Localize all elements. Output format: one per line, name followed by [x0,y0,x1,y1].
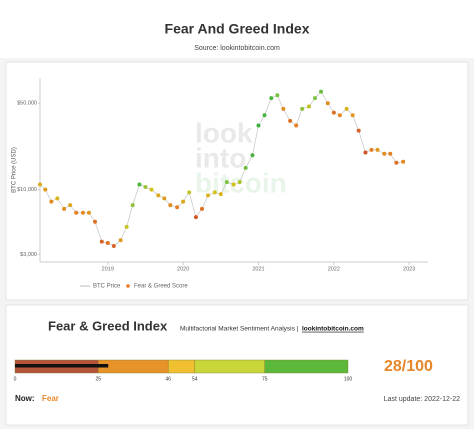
header-bg [0,0,474,58]
now-value: Fear [42,394,59,403]
score-point [162,196,167,201]
gauge-segment [98,359,169,374]
gauge-value-bar [15,364,109,368]
score-point [300,106,305,111]
score-point [143,185,148,190]
now-label: Now: [15,394,35,403]
x-tick-label: 2019 [102,266,114,272]
score-point [356,128,361,133]
score-point [175,205,180,210]
score-point [325,101,330,106]
score-point [55,196,60,201]
y-tick-label: $3,000 [20,252,37,258]
score-point [49,199,54,204]
score-point [62,206,67,211]
score-point [68,203,73,208]
score-point [99,239,104,244]
score-point [250,153,255,158]
score-point [80,210,85,215]
score-point [231,182,236,187]
score-point [38,182,42,187]
score-point [331,110,336,115]
score-point [111,244,116,249]
gauge-tick-label: 100 [344,376,353,382]
score-point [369,147,374,152]
score-point [193,215,198,220]
chart-title: Fear And Greed Index [165,21,310,37]
gauge-segment [167,359,196,374]
score-point [275,93,280,98]
x-tick-label: 2020 [177,266,189,272]
score-point [388,151,393,156]
score-point [137,182,142,187]
x-tick-label: 2021 [252,266,264,272]
score-point [156,193,161,198]
panel-subtitle: Multifactorial Market Sentiment Analysis… [180,326,299,333]
score-point [92,219,97,224]
panel-link[interactable]: lookintobitcoin.com [302,326,364,333]
x-tick-label: 2022 [328,266,340,272]
y-tick-label: $10,000 [17,187,37,193]
x-tick-label: 2023 [403,266,415,272]
legend-label: BTC Price [93,284,121,290]
gauge-segment [194,359,265,374]
score-point [344,106,349,111]
score-point [212,190,217,195]
score-point [401,159,406,164]
watermark-text: into [195,142,246,173]
watermark: lookintobitcoin [195,117,287,198]
y-axis-label: BTC Price (USD) [12,147,18,193]
score-point [168,203,173,208]
score-point [199,206,204,211]
score-point [350,113,355,118]
score-point [43,187,48,192]
score-point [105,241,110,246]
score-point [237,180,242,185]
y-tick-label: $50,000 [17,101,37,107]
watermark-text: look [195,117,253,148]
score-point [149,187,154,192]
legend: BTC Price Fear & Greed Score [80,284,188,290]
score-point [124,224,129,229]
score-point [288,118,293,123]
score-point [337,113,342,118]
gauge-segment [264,359,349,374]
score-point [269,96,274,101]
score-point [256,123,261,128]
score-point [118,238,123,243]
gauge-tick-label: 46 [165,376,171,382]
score-point [187,190,192,195]
score-point [394,160,399,165]
score-point [181,199,186,204]
score-point [243,165,248,170]
score-point [294,123,299,128]
legend-dot [126,284,130,288]
gauge-tick-label: 75 [262,376,268,382]
score-point [86,210,91,215]
score-point [363,150,368,155]
score-point [224,180,229,185]
score-point [375,147,380,152]
gauge-tick-label: 25 [95,376,101,382]
chart-subtitle: Source: lookintobitcoin.com [194,45,280,52]
last-update: Last update: 2022-12-22 [384,396,460,403]
score-point [206,193,211,198]
score-point [382,151,387,156]
gauge-value: 28/100 [384,358,433,375]
score-point [281,106,286,111]
score-point [218,192,223,197]
score-point [319,89,324,94]
legend-label: Fear & Greed Score [134,284,188,290]
score-point [312,96,317,101]
gauge-tick-label: 54 [192,376,198,382]
chart-panel [5,61,469,301]
score-point [130,203,135,208]
gauge-tick-label: 0 [14,376,17,382]
score-point [74,210,79,215]
score-point [262,113,267,118]
score-point [306,104,311,109]
panel-title: Fear & Greed Index [48,318,168,333]
